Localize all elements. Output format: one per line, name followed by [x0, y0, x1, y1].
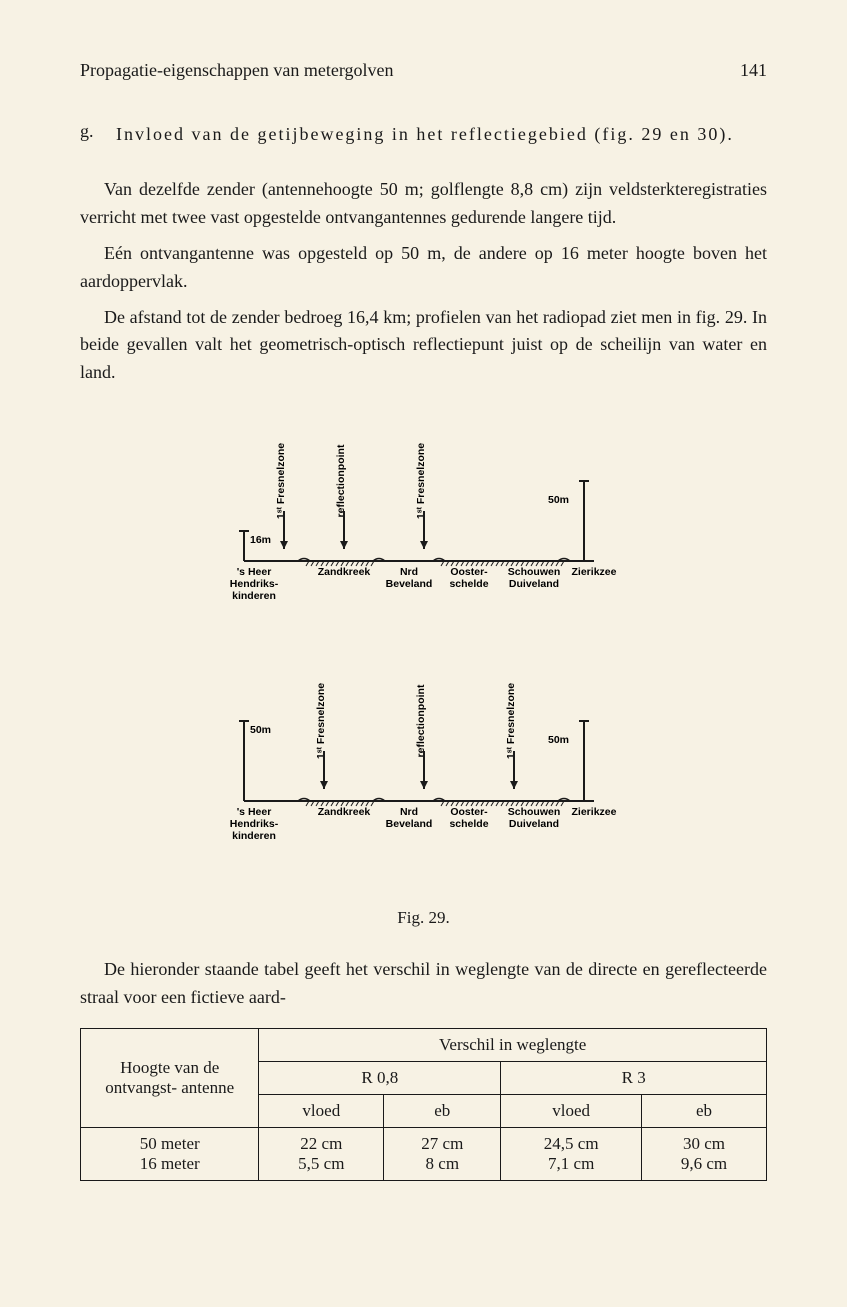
svg-text:50m: 50m	[548, 494, 569, 506]
svg-text:50m: 50m	[548, 734, 569, 746]
page: Propagatie-eigenschappen van metergolven…	[0, 0, 847, 1307]
row-height-1: 16 meter	[140, 1154, 200, 1173]
val: 7,1 cm	[548, 1154, 594, 1173]
val: 5,5 cm	[298, 1154, 344, 1173]
table-row: 50 meter 16 meter 22 cm 5,5 cm 27 cm 8 c…	[81, 1128, 767, 1181]
svg-text:Zierikzee: Zierikzee	[571, 566, 616, 578]
svg-text:Schouwen: Schouwen	[507, 566, 560, 578]
svg-text:schelde: schelde	[449, 818, 488, 830]
svg-text:Hendriks-: Hendriks-	[229, 578, 278, 590]
col-group-2: R 3	[501, 1062, 767, 1095]
svg-text:kinderen: kinderen	[232, 830, 276, 842]
val: 8 cm	[426, 1154, 460, 1173]
table-intro: De hieronder staande tabel geeft het ver…	[80, 956, 767, 1012]
svg-text:1ˢᵗ Fresnelzone: 1ˢᵗ Fresnelzone	[505, 683, 517, 759]
paragraph-2: Eén ontvangantenne was opgesteld op 50 m…	[80, 240, 767, 296]
col-group-1: R 0,8	[259, 1062, 501, 1095]
col-vloed-2: vloed	[501, 1095, 642, 1128]
col-vloed-1: vloed	[259, 1095, 384, 1128]
svg-text:Nrd: Nrd	[399, 566, 417, 578]
svg-text:Zierikzee: Zierikzee	[571, 806, 616, 818]
paragraph-3: De afstand tot de zender bedroeg 16,4 km…	[80, 304, 767, 388]
page-header: Propagatie-eigenschappen van metergolven…	[80, 60, 767, 81]
figure-caption: Fig. 29.	[80, 908, 767, 928]
svg-text:Beveland: Beveland	[385, 818, 432, 830]
svg-text:Zandkreek: Zandkreek	[317, 806, 370, 818]
svg-text:Hendriks-: Hendriks-	[229, 818, 278, 830]
paragraph-1: Van dezelfde zender (antennehoogte 50 m;…	[80, 176, 767, 232]
val: 30 cm	[683, 1134, 725, 1153]
running-title: Propagatie-eigenschappen van metergolven	[80, 60, 394, 81]
svg-text:1ˢᵗ Fresnelzone: 1ˢᵗ Fresnelzone	[315, 683, 327, 759]
cell-c1: 22 cm 5,5 cm	[259, 1128, 384, 1181]
svg-text:Ooster-: Ooster-	[450, 566, 488, 578]
svg-text:1ˢᵗ Fresnelzone: 1ˢᵗ Fresnelzone	[415, 443, 427, 519]
col-eb-2: eb	[642, 1095, 767, 1128]
figure-svg: 16m 50m 1ˢᵗ Fresnelzone reflectionpoint 1ˢᵗ …	[214, 411, 634, 891]
svg-text:kinderen: kinderen	[232, 590, 276, 602]
span-header: Verschil in weglengte	[259, 1029, 767, 1062]
val: 22 cm	[300, 1134, 342, 1153]
svg-text:1ˢᵗ Fresnelzone: 1ˢᵗ Fresnelzone	[275, 443, 287, 519]
row-heights-cell: 50 meter 16 meter	[81, 1128, 259, 1181]
cell-c2: 27 cm 8 cm	[384, 1128, 501, 1181]
figure-29: 16m 50m 1ˢᵗ Fresnelzone reflectionpoint 1ˢᵗ …	[80, 411, 767, 928]
svg-text:reflectionpoint: reflectionpoint	[335, 444, 347, 517]
cell-c3: 24,5 cm 7,1 cm	[501, 1128, 642, 1181]
col-eb-1: eb	[384, 1095, 501, 1128]
svg-text:Beveland: Beveland	[385, 578, 432, 590]
svg-text:16m: 16m	[250, 534, 271, 546]
svg-text:reflectionpoint: reflectionpoint	[415, 684, 427, 757]
section-heading: g. Invloed van de getijbeweging in het r…	[80, 121, 767, 148]
val: 27 cm	[421, 1134, 463, 1153]
val: 24,5 cm	[544, 1134, 599, 1153]
val: 9,6 cm	[681, 1154, 727, 1173]
svg-text:Schouwen: Schouwen	[507, 806, 560, 818]
svg-text:Nrd: Nrd	[399, 806, 417, 818]
row-header-title: Hoogte van de ontvangst- antenne	[81, 1029, 259, 1128]
section-title: Invloed van de getijbeweging in het refl…	[116, 121, 734, 148]
weglengte-table: Hoogte van de ontvangst- antenne Verschi…	[80, 1028, 767, 1181]
svg-text:schelde: schelde	[449, 578, 488, 590]
row-height-0: 50 meter	[140, 1134, 200, 1153]
svg-text:'s Heer: 's Heer	[236, 806, 271, 818]
svg-text:Ooster-: Ooster-	[450, 806, 488, 818]
svg-text:Duiveland: Duiveland	[508, 578, 558, 590]
cell-c4: 30 cm 9,6 cm	[642, 1128, 767, 1181]
page-number: 141	[740, 60, 767, 81]
section-letter: g.	[80, 121, 116, 148]
svg-text:'s Heer: 's Heer	[236, 566, 271, 578]
svg-text:50m: 50m	[250, 724, 271, 736]
svg-text:Duiveland: Duiveland	[508, 818, 558, 830]
svg-text:Zandkreek: Zandkreek	[317, 566, 370, 578]
table-row: Hoogte van de ontvangst- antenne Verschi…	[81, 1029, 767, 1062]
